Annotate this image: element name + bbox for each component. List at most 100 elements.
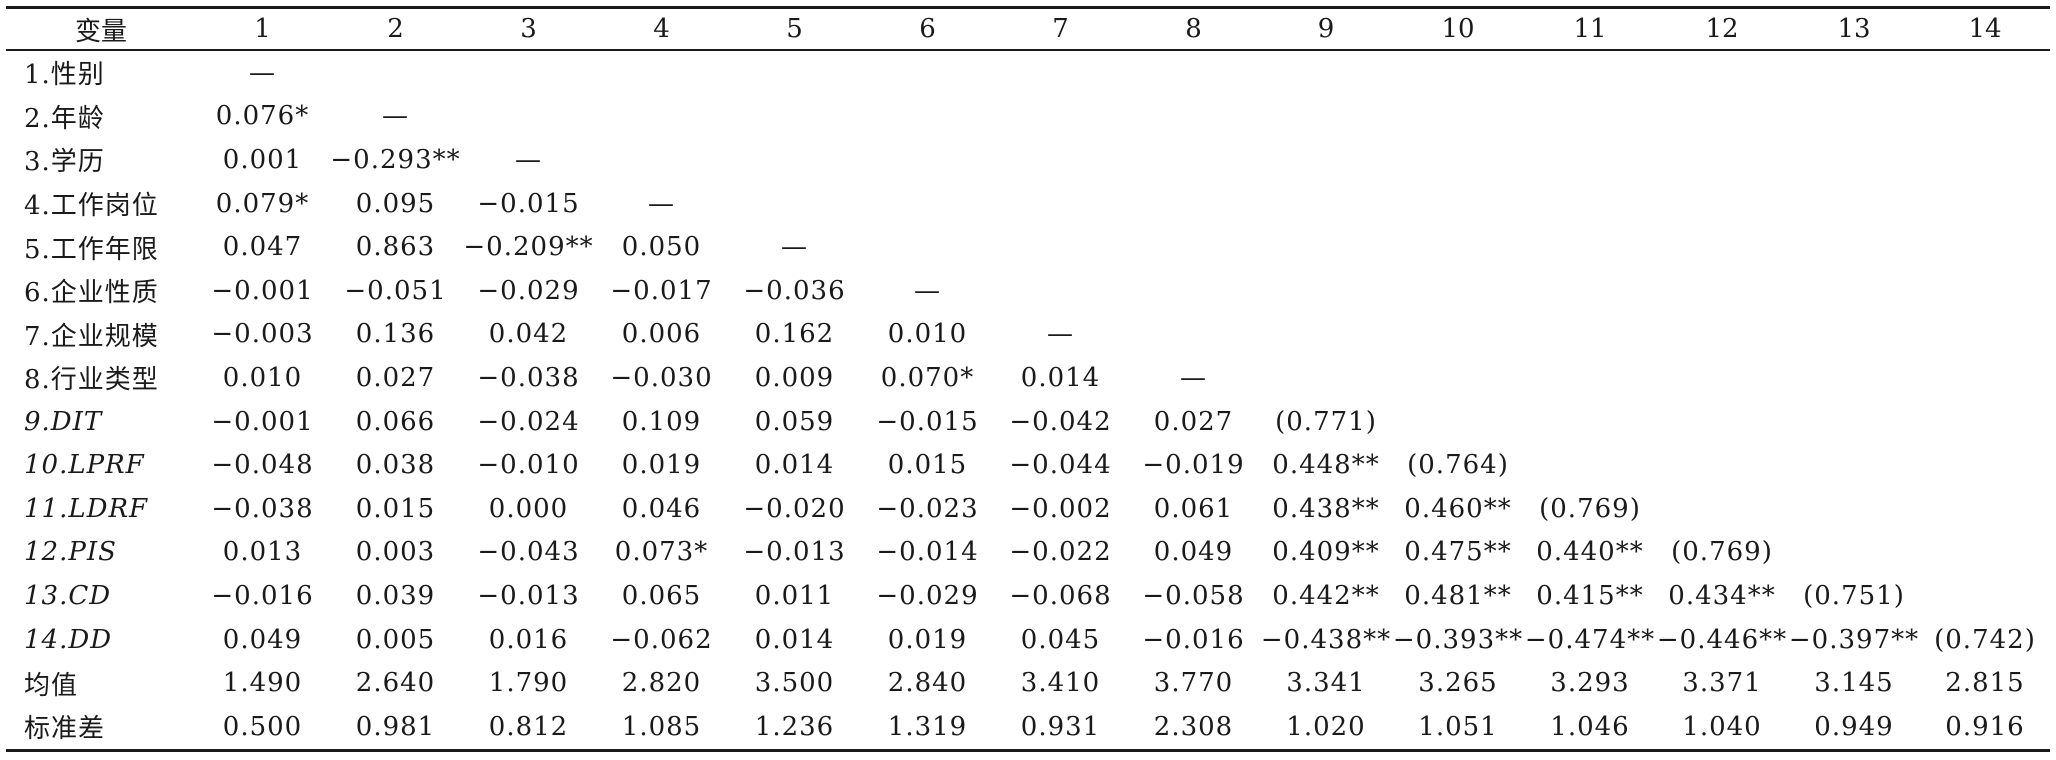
- table-cell: [1788, 531, 1920, 575]
- table-cell: [861, 225, 994, 269]
- table-cell: −0.048: [211, 450, 314, 481]
- table-cell: 0.812: [462, 704, 595, 752]
- table-cell: 0.015: [887, 450, 968, 481]
- table-cell: [1127, 269, 1260, 313]
- table-cell: [728, 95, 861, 139]
- table-cell: [1260, 356, 1392, 400]
- table-cell: [1656, 356, 1788, 400]
- table-cell: −0.014: [876, 537, 979, 568]
- table-cell: [595, 138, 728, 182]
- table-cell: 0.073*: [614, 537, 709, 568]
- table-cell: 0.047: [222, 232, 303, 263]
- table-row: 14.DD 0.049 0.005 0.016 −0.062 0.014 0.019 0.04…: [6, 618, 2050, 662]
- table-cell: 1.490: [222, 668, 303, 699]
- table-cell: 0.011: [754, 580, 835, 611]
- table-cell: [1920, 531, 2050, 575]
- table-row: 11.LDRF −0.038 0.015 0.000 0.046 −0.020 −0.023…: [6, 487, 2050, 531]
- table-cell: [1392, 182, 1524, 226]
- table-cell: [1524, 313, 1656, 357]
- table-row: 13.CD −0.016 0.039 −0.013 0.065 0.011 −0.029 −0…: [6, 574, 2050, 618]
- row-variable-name: 14.DD: [24, 624, 113, 655]
- row-variable-name: 均值: [24, 670, 79, 701]
- table-cell: 0.916: [1920, 704, 2050, 752]
- table-cell: [1920, 400, 2050, 444]
- table-cell: [1524, 182, 1656, 226]
- table-cell: [1127, 225, 1260, 269]
- table-cell: [1788, 356, 1920, 400]
- table-cell: 0.460**: [1404, 493, 1512, 524]
- table-cell: 0.949: [1788, 704, 1920, 752]
- table-cell: [1392, 400, 1524, 444]
- table-cell: [1788, 50, 1920, 95]
- table-cell: −0.001: [211, 406, 314, 437]
- table-cell: −0.397**: [1788, 624, 1920, 655]
- table-cell: [462, 50, 595, 95]
- table-cell: [994, 138, 1127, 182]
- table-cell: [1656, 487, 1788, 531]
- table-cell: 0.438**: [1272, 493, 1380, 524]
- table-cell: −0.062: [610, 624, 713, 655]
- table-cell: −0.029: [876, 580, 979, 611]
- table-cell: −0.023: [876, 493, 979, 524]
- table-cell: −0.446**: [1656, 624, 1788, 655]
- table-cell: 0.415**: [1536, 580, 1644, 611]
- table-cell: [1260, 269, 1392, 313]
- table-cell: 0.500: [196, 704, 329, 752]
- table-cell: —: [648, 188, 675, 219]
- table-cell: 0.065: [621, 580, 702, 611]
- table-cell: 0.045: [1020, 624, 1101, 655]
- table-cell: [1920, 95, 2050, 139]
- table-cell: [1920, 50, 2050, 95]
- table-cell: [1920, 574, 2050, 618]
- table-cell: (0.769): [1539, 493, 1641, 524]
- table-cell: 0.015: [355, 493, 436, 524]
- table-cell: −0.038: [211, 493, 314, 524]
- table-cell: −0.013: [477, 580, 580, 611]
- table-cell: −0.029: [477, 275, 580, 306]
- table-cell: 1.790: [488, 668, 569, 699]
- table-cell: 3.265: [1418, 668, 1498, 699]
- table-cell: 0.440**: [1536, 537, 1644, 568]
- row-variable-name: 12.PIS: [24, 537, 117, 568]
- table-cell: 0.006: [621, 319, 702, 350]
- table-row: 标准差 0.500 0.981 0.812 1.085 1.236 1.319 0.931 2.…: [6, 704, 2050, 752]
- table-cell: 0.010: [222, 362, 303, 393]
- table-cell: 0.050: [621, 232, 702, 263]
- header-col-6: 6: [861, 6, 994, 51]
- table-cell: 1.236: [728, 704, 861, 752]
- table-cell: [1524, 356, 1656, 400]
- table-cell: [1788, 95, 1920, 139]
- table-cell: 0.003: [355, 537, 436, 568]
- table-cell: −0.036: [743, 275, 846, 306]
- table-cell: [595, 95, 728, 139]
- table-cell: [728, 182, 861, 226]
- header-col-11: 11: [1524, 6, 1656, 51]
- table-cell: 3.371: [1682, 668, 1762, 699]
- table-cell: [1392, 225, 1524, 269]
- table-cell: —: [515, 144, 542, 175]
- header-col-14: 14: [1920, 6, 2050, 51]
- table-cell: −0.002: [1009, 493, 1112, 524]
- table-cell: [861, 50, 994, 95]
- table-cell: 0.059: [754, 406, 835, 437]
- table-cell: [1656, 313, 1788, 357]
- table-cell: [1920, 182, 2050, 226]
- table-cell: 3.293: [1550, 668, 1630, 699]
- table-cell: [1260, 50, 1392, 95]
- table-cell: [994, 225, 1127, 269]
- table-cell: [1392, 313, 1524, 357]
- table-cell: [1260, 313, 1392, 357]
- table-cell: −0.016: [211, 580, 314, 611]
- table-cell: [861, 95, 994, 139]
- header-col-10: 10: [1392, 6, 1524, 51]
- table-cell: 0.014: [754, 624, 835, 655]
- table-cell: 2.820: [621, 668, 702, 699]
- header-col-3: 3: [462, 6, 595, 51]
- table-cell: 1.046: [1524, 704, 1656, 752]
- table-cell: 0.434**: [1668, 580, 1776, 611]
- table-cell: −0.015: [477, 188, 580, 219]
- table-cell: [1524, 225, 1656, 269]
- table-cell: [1656, 269, 1788, 313]
- table-cell: [1656, 400, 1788, 444]
- table-cell: [1127, 313, 1260, 357]
